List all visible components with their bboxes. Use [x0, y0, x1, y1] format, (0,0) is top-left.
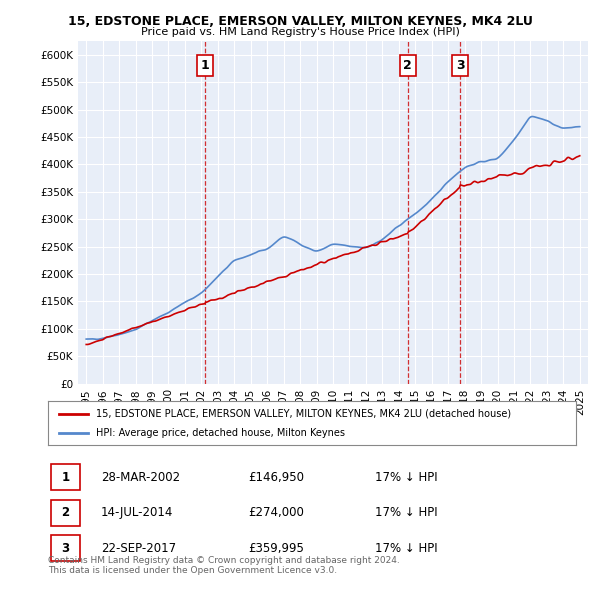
FancyBboxPatch shape: [50, 464, 80, 490]
FancyBboxPatch shape: [50, 500, 80, 526]
Text: 2: 2: [403, 59, 412, 72]
Text: 17% ↓ HPI: 17% ↓ HPI: [376, 506, 438, 519]
Text: 3: 3: [456, 59, 464, 72]
Text: 2: 2: [61, 506, 70, 519]
Text: Contains HM Land Registry data © Crown copyright and database right 2024.
This d: Contains HM Land Registry data © Crown c…: [48, 556, 400, 575]
Text: £274,000: £274,000: [248, 506, 305, 519]
Text: 22-SEP-2017: 22-SEP-2017: [101, 542, 176, 555]
Text: 14-JUL-2014: 14-JUL-2014: [101, 506, 173, 519]
Text: 15, EDSTONE PLACE, EMERSON VALLEY, MILTON KEYNES, MK4 2LU (detached house): 15, EDSTONE PLACE, EMERSON VALLEY, MILTO…: [95, 409, 511, 418]
Text: HPI: Average price, detached house, Milton Keynes: HPI: Average price, detached house, Milt…: [95, 428, 344, 438]
Text: 28-MAR-2002: 28-MAR-2002: [101, 471, 180, 484]
Text: 15, EDSTONE PLACE, EMERSON VALLEY, MILTON KEYNES, MK4 2LU: 15, EDSTONE PLACE, EMERSON VALLEY, MILTO…: [68, 15, 532, 28]
Text: £359,995: £359,995: [248, 542, 305, 555]
Text: £146,950: £146,950: [248, 471, 305, 484]
Text: 17% ↓ HPI: 17% ↓ HPI: [376, 542, 438, 555]
Text: 1: 1: [201, 59, 210, 72]
Text: Price paid vs. HM Land Registry's House Price Index (HPI): Price paid vs. HM Land Registry's House …: [140, 27, 460, 37]
Text: 3: 3: [61, 542, 70, 555]
Text: 1: 1: [61, 471, 70, 484]
FancyBboxPatch shape: [50, 535, 80, 561]
Text: 17% ↓ HPI: 17% ↓ HPI: [376, 471, 438, 484]
